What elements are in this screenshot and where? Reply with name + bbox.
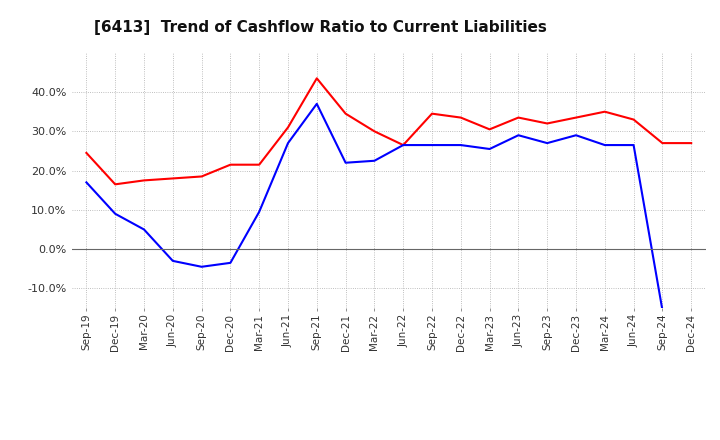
Operating CF to Current Liabilities: [514, 115, 523, 120]
Free CF to Current Liabilities: [341, 160, 350, 165]
Operating CF to Current Liabilities: [658, 140, 667, 146]
Operating CF to Current Liabilities: [370, 128, 379, 134]
Free CF to Current Liabilities: [428, 143, 436, 148]
Operating CF to Current Liabilities: [600, 109, 609, 114]
Operating CF to Current Liabilities: [687, 140, 696, 146]
Free CF to Current Liabilities: [399, 143, 408, 148]
Operating CF to Current Liabilities: [255, 162, 264, 167]
Free CF to Current Liabilities: [82, 180, 91, 185]
Free CF to Current Liabilities: [168, 258, 177, 264]
Free CF to Current Liabilities: [600, 143, 609, 148]
Operating CF to Current Liabilities: [572, 115, 580, 120]
Operating CF to Current Liabilities: [197, 174, 206, 179]
Operating CF to Current Liabilities: [485, 127, 494, 132]
Free CF to Current Liabilities: [514, 132, 523, 138]
Free CF to Current Liabilities: [629, 143, 638, 148]
Operating CF to Current Liabilities: [428, 111, 436, 116]
Operating CF to Current Liabilities: [341, 111, 350, 116]
Free CF to Current Liabilities: [111, 211, 120, 216]
Operating CF to Current Liabilities: [168, 176, 177, 181]
Line: Free CF to Current Liabilities: Free CF to Current Liabilities: [86, 104, 691, 310]
Free CF to Current Liabilities: [312, 101, 321, 106]
Free CF to Current Liabilities: [197, 264, 206, 269]
Free CF to Current Liabilities: [485, 147, 494, 152]
Free CF to Current Liabilities: [370, 158, 379, 163]
Operating CF to Current Liabilities: [543, 121, 552, 126]
Free CF to Current Liabilities: [456, 143, 465, 148]
Operating CF to Current Liabilities: [284, 125, 292, 130]
Free CF to Current Liabilities: [255, 209, 264, 214]
Operating CF to Current Liabilities: [629, 117, 638, 122]
Text: [6413]  Trend of Cashflow Ratio to Current Liabilities: [6413] Trend of Cashflow Ratio to Curren…: [94, 20, 546, 35]
Free CF to Current Liabilities: [658, 307, 667, 312]
Operating CF to Current Liabilities: [111, 182, 120, 187]
Line: Operating CF to Current Liabilities: Operating CF to Current Liabilities: [86, 78, 691, 184]
Free CF to Current Liabilities: [687, 307, 696, 312]
Free CF to Current Liabilities: [572, 132, 580, 138]
Free CF to Current Liabilities: [284, 140, 292, 146]
Operating CF to Current Liabilities: [226, 162, 235, 167]
Operating CF to Current Liabilities: [399, 143, 408, 148]
Free CF to Current Liabilities: [140, 227, 148, 232]
Operating CF to Current Liabilities: [140, 178, 148, 183]
Operating CF to Current Liabilities: [312, 76, 321, 81]
Operating CF to Current Liabilities: [82, 150, 91, 156]
Operating CF to Current Liabilities: [456, 115, 465, 120]
Free CF to Current Liabilities: [226, 260, 235, 265]
Free CF to Current Liabilities: [543, 140, 552, 146]
